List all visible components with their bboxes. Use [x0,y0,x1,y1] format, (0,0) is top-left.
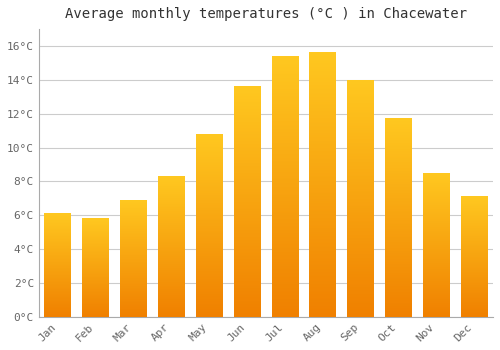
Bar [272,56,298,317]
Bar [120,200,146,317]
Bar [44,214,71,317]
Bar [158,176,184,317]
Bar [196,134,222,317]
Bar [310,53,336,317]
Bar [385,119,411,317]
Bar [82,219,109,317]
Bar [348,80,374,317]
Bar [234,86,260,317]
Bar [461,197,487,317]
Title: Average monthly temperatures (°C ) in Chacewater: Average monthly temperatures (°C ) in Ch… [65,7,467,21]
Bar [423,173,450,317]
